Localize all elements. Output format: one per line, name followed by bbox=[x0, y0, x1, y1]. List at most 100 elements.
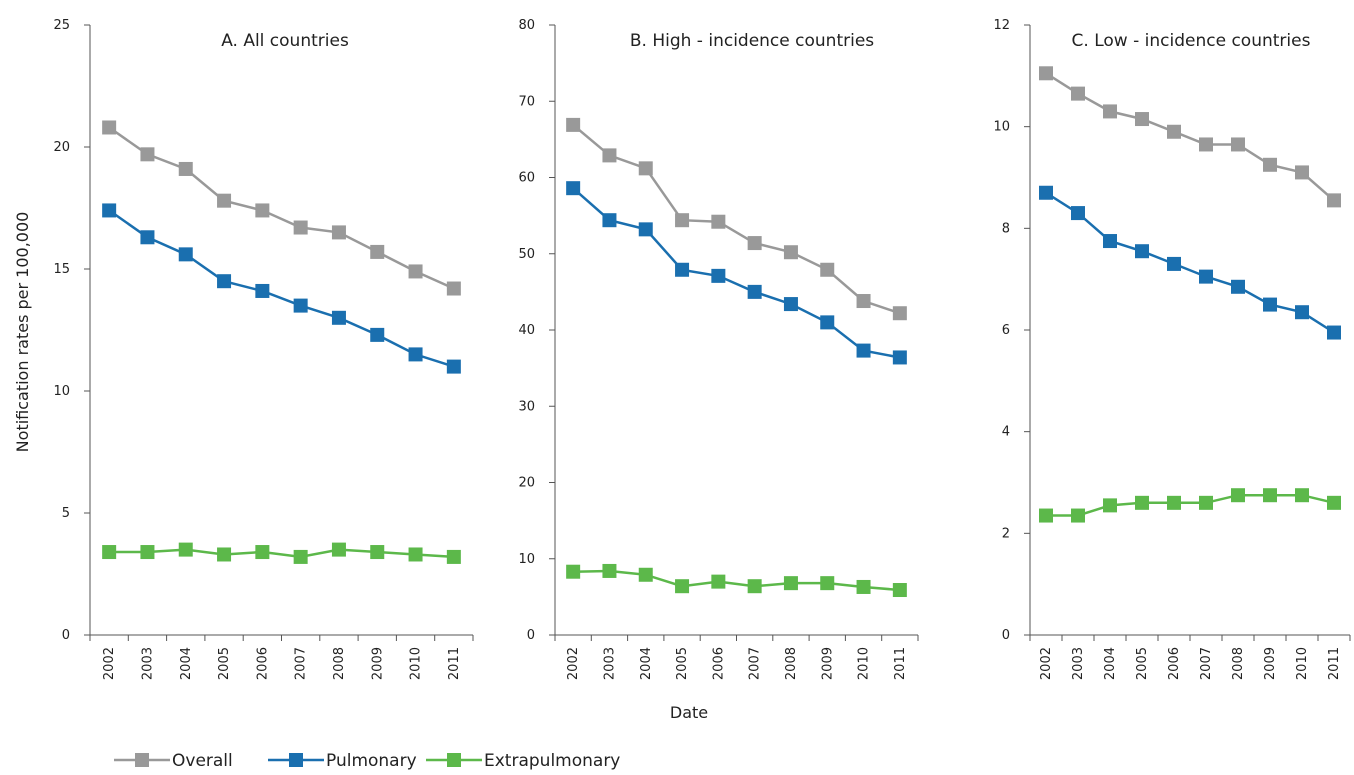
legend-item: Pulmonary bbox=[268, 751, 417, 771]
data-point-marker bbox=[1295, 488, 1309, 503]
x-tick-label: 2011 bbox=[893, 647, 908, 680]
x-tick-label: 2006 bbox=[711, 647, 726, 680]
data-point-marker bbox=[711, 214, 726, 229]
legend: Overall Pulmonary Extrapulmonary bbox=[114, 751, 620, 771]
data-point-marker bbox=[1199, 137, 1213, 152]
data-point-marker bbox=[102, 120, 117, 135]
data-point-marker bbox=[638, 161, 653, 176]
legend-label: Pulmonary bbox=[326, 751, 417, 771]
data-point-marker bbox=[370, 244, 385, 259]
data-point-marker bbox=[255, 283, 270, 298]
data-point-marker bbox=[140, 230, 155, 245]
y-tick-label: 0 bbox=[1002, 628, 1010, 643]
series-extrapulmonary bbox=[1039, 488, 1341, 523]
series-line bbox=[108, 209, 455, 368]
x-tick-label: 2010 bbox=[1295, 647, 1310, 680]
y-tick-label: 25 bbox=[53, 18, 70, 33]
x-tick-label: 2010 bbox=[857, 647, 872, 680]
x-tick-label: 2008 bbox=[332, 647, 347, 680]
data-point-marker bbox=[602, 148, 617, 163]
x-tick-label: 2007 bbox=[748, 647, 763, 680]
series-line bbox=[572, 123, 901, 315]
data-point-marker bbox=[1295, 165, 1309, 180]
data-point-marker bbox=[711, 574, 726, 589]
data-point-marker bbox=[255, 545, 270, 560]
data-point-marker bbox=[566, 181, 581, 196]
data-point-marker bbox=[1039, 185, 1053, 200]
y-tick-label: 20 bbox=[53, 140, 70, 155]
legend-item: Overall bbox=[114, 751, 233, 771]
data-point-marker bbox=[1071, 508, 1085, 523]
x-tick-label: 2008 bbox=[784, 647, 799, 680]
y-tick-label: 10 bbox=[518, 552, 535, 567]
data-point-marker bbox=[638, 222, 653, 237]
data-point-marker bbox=[1199, 269, 1213, 284]
data-point-marker bbox=[331, 542, 346, 557]
data-point-marker bbox=[446, 281, 461, 296]
data-point-marker bbox=[675, 213, 690, 228]
x-tick-label: 2005 bbox=[1135, 647, 1150, 680]
data-point-marker bbox=[1167, 495, 1181, 510]
series-line bbox=[1046, 493, 1335, 517]
x-tick-label: 2004 bbox=[639, 647, 654, 680]
data-point-marker bbox=[1327, 193, 1341, 208]
y-tick-label: 40 bbox=[518, 323, 535, 338]
data-point-marker bbox=[370, 327, 385, 342]
data-point-marker bbox=[892, 350, 907, 365]
series-line bbox=[1045, 72, 1335, 202]
data-point-marker bbox=[1103, 498, 1117, 513]
data-point-marker bbox=[102, 203, 117, 218]
x-tick-label: 2009 bbox=[1263, 647, 1278, 680]
data-point-marker bbox=[892, 583, 907, 598]
x-tick-label: 2003 bbox=[140, 647, 155, 680]
data-point-marker bbox=[1167, 256, 1181, 271]
series-line bbox=[1045, 191, 1335, 334]
data-point-marker bbox=[747, 284, 762, 299]
data-point-marker bbox=[892, 306, 907, 321]
chart-panel: 0 5 10 15 20 25 2002 2003 2004 2005 2006 2007 2008 20… bbox=[53, 18, 474, 680]
data-point-marker bbox=[602, 563, 617, 578]
y-tick-label: 30 bbox=[518, 399, 535, 414]
data-point-marker bbox=[255, 203, 270, 218]
data-point-marker bbox=[178, 542, 193, 557]
y-tick-label: 12 bbox=[993, 18, 1010, 33]
legend-marker bbox=[135, 753, 149, 767]
data-point-marker bbox=[638, 567, 653, 582]
data-point-marker bbox=[602, 213, 617, 228]
y-tick-label: 0 bbox=[62, 628, 70, 643]
data-point-marker bbox=[566, 117, 581, 132]
data-point-marker bbox=[446, 359, 461, 374]
data-point-marker bbox=[217, 193, 232, 208]
y-tick-label: 10 bbox=[993, 120, 1010, 135]
data-point-marker bbox=[747, 236, 762, 251]
data-point-marker bbox=[178, 161, 193, 176]
series-pulmonary bbox=[1039, 185, 1341, 340]
x-axis-label: Date bbox=[670, 703, 708, 722]
legend-label: Extrapulmonary bbox=[484, 751, 620, 771]
data-point-marker bbox=[370, 545, 385, 560]
y-tick-label: 70 bbox=[518, 94, 535, 109]
data-point-marker bbox=[1263, 297, 1277, 312]
x-tick-label: 2005 bbox=[675, 647, 690, 680]
data-point-marker bbox=[140, 545, 155, 560]
series-pulmonary bbox=[102, 203, 461, 374]
y-tick-label: 6 bbox=[1002, 323, 1010, 338]
x-tick-label: 2007 bbox=[294, 647, 309, 680]
x-tick-label: 2005 bbox=[217, 647, 232, 680]
x-tick-label: 2009 bbox=[820, 647, 835, 680]
data-point-marker bbox=[856, 579, 871, 594]
series-extrapulmonary bbox=[566, 563, 907, 598]
x-tick-label: 2011 bbox=[1327, 647, 1342, 680]
y-tick-label: 2 bbox=[1002, 526, 1010, 541]
legend-marker bbox=[447, 753, 461, 767]
series-pulmonary bbox=[566, 181, 907, 365]
data-point-marker bbox=[331, 310, 346, 325]
data-point-marker bbox=[820, 315, 835, 330]
data-point-marker bbox=[408, 264, 423, 279]
data-point-marker bbox=[217, 547, 232, 562]
y-tick-label: 50 bbox=[518, 247, 535, 262]
data-point-marker bbox=[1103, 234, 1117, 249]
y-tick-label: 10 bbox=[53, 384, 70, 399]
data-point-marker bbox=[1231, 488, 1245, 503]
panel-title: B. High - incidence countries bbox=[630, 31, 874, 51]
